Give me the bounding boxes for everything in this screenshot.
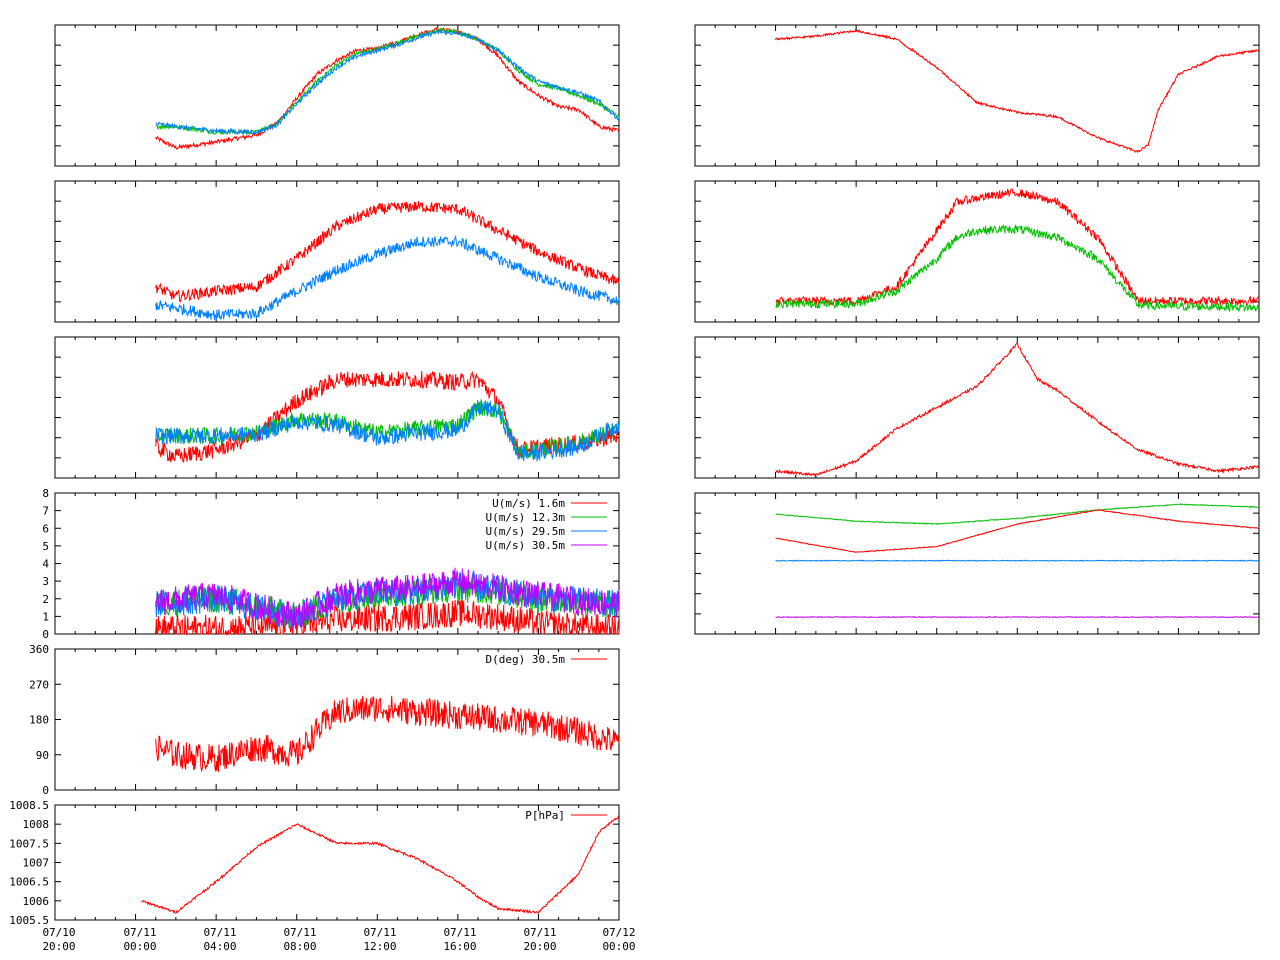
y-tick-label: 4: [42, 558, 49, 571]
chart-panel-left-5: 0 90 180 270 360 D(deg) 30.5m: [29, 643, 620, 797]
y-tick-label: 5: [42, 540, 49, 553]
series-line-blue: [155, 399, 620, 462]
x-tick-date: 07/11: [203, 926, 236, 939]
y-tick-label: 90: [36, 749, 49, 762]
series-line-red: [155, 201, 620, 303]
series-line-blue: [155, 234, 620, 320]
y-tick-label: 1008: [23, 818, 50, 831]
y-tick-label: 0: [42, 784, 49, 797]
legend-label: U(m/s) 29.5m: [486, 525, 566, 538]
x-tick-date: 07/11: [283, 926, 316, 939]
legend-label: U(m/s) 12.3m: [486, 511, 566, 524]
x-tick-date: 07/10: [42, 926, 75, 939]
chart-panel-right-2: [694, 180, 1260, 323]
chart-panel-left-6: 1005.5 1006 1006.5 1007 1007.5 1008 1008.5 P[hP…: [9, 799, 620, 927]
series-line-green: [775, 503, 1259, 526]
chart-panel-right-3: [694, 336, 1260, 479]
series-line-red: [155, 370, 620, 463]
x-tick-time: 04:00: [203, 940, 236, 953]
y-tick-label: 1: [42, 610, 49, 623]
y-tick-label: 7: [42, 505, 49, 518]
series-line-green: [775, 223, 1260, 313]
y-tick-label: 1006: [23, 895, 50, 908]
y-tick-label: 1008.5: [9, 799, 49, 812]
x-axis-tick-labels: 07/10 20:00 07/11 00:00 07/11 04:00 07/1…: [42, 926, 635, 953]
legend-label: U(m/s) 30.5m: [486, 539, 566, 552]
x-tick-time: 00:00: [123, 940, 156, 953]
y-tick-label: 1007: [23, 857, 50, 870]
series-line-red: [155, 599, 620, 636]
legend-label: D(deg) 30.5m: [486, 653, 566, 666]
y-tick-label: 8: [42, 487, 49, 500]
series-line-blue: [155, 29, 620, 136]
plot-frame: [54, 804, 620, 921]
plot-frame: [694, 24, 1260, 167]
y-tick-label: 6: [42, 522, 49, 535]
series-line-blue: [775, 559, 1260, 562]
plot-frame: [54, 24, 620, 167]
series-line-red: [775, 509, 1260, 553]
series-line-red: [141, 815, 620, 914]
chart-panels: 0 1 2 3 4 5 6 7 8 U(m/s) 1.6mU(m/s) 12.3mU(m/s) 2…: [9, 24, 1260, 927]
x-tick-time: 20:00: [523, 940, 556, 953]
chart-panel-left-2: [54, 180, 620, 323]
series-line-red: [155, 695, 620, 773]
chart-panel-right-1: [694, 24, 1260, 167]
x-tick-date: 07/12: [602, 926, 635, 939]
legend-label: P[hPa]: [525, 809, 565, 822]
y-tick-label: 360: [29, 643, 49, 656]
x-tick-time: 00:00: [602, 940, 635, 953]
x-tick-time: 20:00: [42, 940, 75, 953]
plot-frame: [694, 336, 1260, 479]
x-tick-date: 07/11: [443, 926, 476, 939]
y-tick-label: 0: [42, 628, 49, 641]
y-tick-label: 1007.5: [9, 837, 49, 850]
x-tick-time: 08:00: [283, 940, 316, 953]
y-tick-label: 1005.5: [9, 914, 49, 927]
series-line-red: [775, 188, 1260, 307]
series-line-red: [775, 28, 1260, 154]
series-line-red: [775, 342, 1260, 477]
chart-panel-right-4: [694, 492, 1260, 635]
x-tick-time: 16:00: [443, 940, 476, 953]
y-tick-label: 270: [29, 678, 49, 691]
y-tick-label: 180: [29, 714, 49, 727]
chart-panel-left-3: [54, 336, 620, 479]
x-tick-time: 12:00: [363, 940, 396, 953]
x-tick-date: 07/11: [363, 926, 396, 939]
y-tick-label: 2: [42, 593, 49, 606]
legend-label: U(m/s) 1.6m: [492, 497, 565, 510]
chart-panel-left-1: [54, 24, 620, 167]
series-line-green: [155, 28, 620, 136]
x-tick-date: 07/11: [123, 926, 156, 939]
y-tick-label: 3: [42, 575, 49, 588]
series-line-purple: [775, 615, 1260, 619]
y-tick-label: 1006.5: [9, 876, 49, 889]
chart-panel-left-4: 0 1 2 3 4 5 6 7 8 U(m/s) 1.6mU(m/s) 12.3mU(m/s) 2…: [42, 487, 620, 641]
series-line-purple: [155, 567, 620, 630]
x-tick-date: 07/11: [523, 926, 556, 939]
